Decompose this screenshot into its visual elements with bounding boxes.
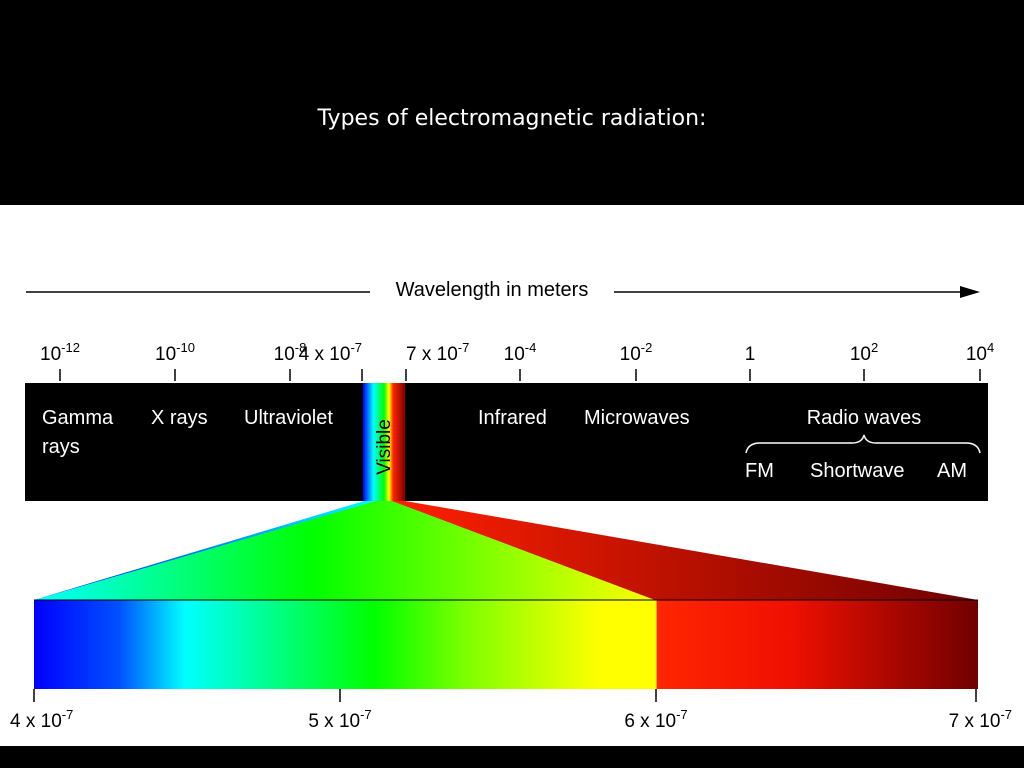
label-am: AM <box>937 460 967 482</box>
scale-tick-base-5: 10 <box>504 344 525 365</box>
arrow-head-icon <box>960 286 980 298</box>
visible-scale-tick-exp-0: -7 <box>62 707 74 722</box>
visible-fan <box>34 501 978 600</box>
label-microwaves: Microwaves <box>584 407 690 429</box>
scale-tick-exp-8: 2 <box>871 340 878 355</box>
label-infrared: Infrared <box>478 407 547 429</box>
scale-tick-label-2: 10-8 <box>274 340 307 365</box>
visible-scale-tick-base-2: 6 x 10 <box>624 711 676 732</box>
visible-scale-tick-label-1: 5 x 10-7 <box>308 707 371 732</box>
visible-scale-tick-label-2: 6 x 10-7 <box>624 707 687 732</box>
visible-scale-tick-label-0: 4 x 10-7 <box>10 707 73 732</box>
scale-tick-label-1: 10-10 <box>155 340 195 365</box>
scale-tick-base-1: 10 <box>155 344 176 365</box>
scale-tick-base-9: 10 <box>966 344 987 365</box>
slide-title: Types of electromagnetic radiation: <box>317 106 707 131</box>
scale-tick-base-4: 7 x 10 <box>406 344 458 365</box>
wavelength-scale: 10-12 10-10 10-84 x 10-7 7 x 10-7 10-4 10-2 1 1… <box>40 340 994 381</box>
scale-tick-label-8: 102 <box>850 340 878 365</box>
label-gamma-rays-line1: Gamma <box>42 407 114 429</box>
spectrum-diagram: Wavelength in meters 10-12 10-10 10-84 x 1… <box>10 279 1012 732</box>
scale-tick-exp-4: -7 <box>458 340 470 355</box>
label-shortwave: Shortwave <box>810 460 905 482</box>
visible-scale-tick-label-3: 7 x 10-7 <box>949 707 1012 732</box>
scale-tick-exp-1: -10 <box>176 340 195 355</box>
visible-scale-tick-exp-1: -7 <box>360 707 372 722</box>
axis-label: Wavelength in meters <box>396 279 589 301</box>
scale-tick-label-6: 10-2 <box>620 340 653 365</box>
scale-tick-exp-6: -2 <box>641 340 653 355</box>
scale-tick-label-9: 104 <box>966 340 994 365</box>
radio-brace <box>745 434 981 454</box>
scale-tick-exp-3: -7 <box>350 340 362 355</box>
spectrum-band <box>25 383 988 501</box>
scale-tick-exp-5: -4 <box>525 340 537 355</box>
scale-tick-exp-2: -8 <box>295 340 307 355</box>
visible-scale-tick-exp-2: -7 <box>676 707 688 722</box>
label-radio-waves: Radio waves <box>807 407 922 429</box>
scale-tick-base-3: 4 x 10 <box>299 344 351 365</box>
visible-spectrum-bar <box>34 600 978 689</box>
scale-tick-base-8: 10 <box>850 344 871 365</box>
scale-tick-base-6: 10 <box>620 344 641 365</box>
scale-tick-label-0: 10-12 <box>40 340 80 365</box>
label-fm: FM <box>745 460 774 482</box>
visible-scale-tick-base-3: 7 x 10 <box>949 711 1001 732</box>
visible-scale-tick-base-0: 4 x 10 <box>10 711 62 732</box>
scale-tick-label-3: 4 x 10-7 <box>299 340 362 365</box>
label-visible: Visible <box>374 419 395 475</box>
label-x-rays: X rays <box>151 407 208 429</box>
scale-tick-base-7: 1 <box>745 344 756 365</box>
visible-wavelength-scale: 4 x 10-7 5 x 10-7 6 x 10-7 7 x 10-7 <box>10 689 1012 732</box>
scale-tick-exp-0: -12 <box>61 340 80 355</box>
scale-tick-label-7: 1 <box>745 344 756 365</box>
scale-tick-base-0: 10 <box>40 344 61 365</box>
scale-tick-label-4: 7 x 10-7 <box>406 340 469 365</box>
label-ultraviolet: Ultraviolet <box>244 407 333 429</box>
label-gamma-rays-line2: rays <box>42 436 80 458</box>
visible-strip <box>363 383 405 501</box>
scale-tick-label-5: 10-4 <box>504 340 537 365</box>
scale-tick-base-2: 10 <box>274 344 295 365</box>
visible-scale-tick-base-1: 5 x 10 <box>308 711 360 732</box>
wavelength-arrow: Wavelength in meters <box>26 279 980 301</box>
spectrum-panel: Wavelength in meters 10-12 10-10 10-8 4 x 1… <box>0 205 1024 746</box>
scale-tick-exp-9: 4 <box>987 340 994 355</box>
visible-scale-tick-exp-3: -7 <box>1000 707 1012 722</box>
